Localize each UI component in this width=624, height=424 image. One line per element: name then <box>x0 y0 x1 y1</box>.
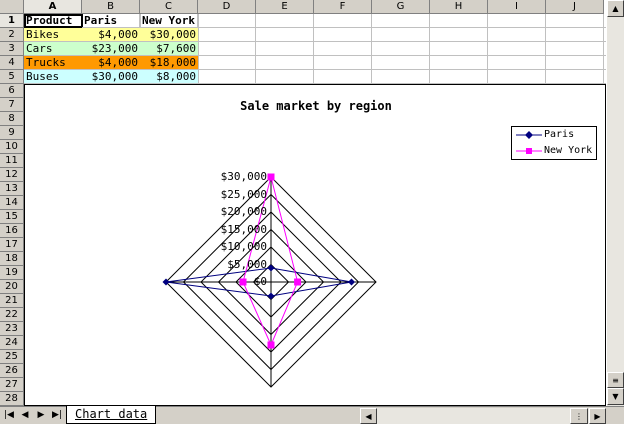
new-york-value-cell[interactable]: $8,000 <box>140 70 199 84</box>
last-sheet-button[interactable]: ▶| <box>52 410 62 420</box>
header-cell-product[interactable]: Product <box>24 14 83 28</box>
column-header-f[interactable]: F <box>314 0 372 14</box>
row-header-4[interactable]: 4 <box>0 56 24 70</box>
column-header-h[interactable]: H <box>430 0 488 14</box>
row-header-15[interactable]: 15 <box>0 210 24 224</box>
axis-tick-label: $20,000 <box>220 205 267 218</box>
axis-tick-label: $5,000 <box>227 257 267 271</box>
select-all-corner[interactable] <box>0 0 24 14</box>
data-point-new-york <box>239 278 247 286</box>
legend-item-new-york: New York <box>512 144 596 159</box>
product-cell[interactable]: Trucks <box>24 56 83 70</box>
row-header-25[interactable]: 25 <box>0 350 24 364</box>
sheet-tab-bar: |◀ ◀ ▶ ▶| Chart data ◀ ⋮ ▶ <box>0 406 624 424</box>
axis-tick-label: $0 <box>253 275 267 288</box>
row-header-16[interactable]: 16 <box>0 224 24 238</box>
first-sheet-button[interactable]: |◀ <box>4 410 14 420</box>
data-point-new-york <box>267 173 275 181</box>
paris-value-cell[interactable]: $4,000 <box>82 28 141 42</box>
column-header-j[interactable]: J <box>546 0 604 14</box>
radar-chart[interactable]: Sale market by region $0 $5,000 $10,000 $15… <box>24 84 606 406</box>
hscroll-thumb[interactable]: ⋮ <box>570 408 588 424</box>
row-header-3[interactable]: 3 <box>0 42 24 56</box>
row-header-8[interactable]: 8 <box>0 112 24 126</box>
scroll-right-button[interactable]: ▶ <box>589 408 606 424</box>
paris-value-cell[interactable]: $23,000 <box>82 42 141 56</box>
row-header-7[interactable]: 7 <box>0 98 24 112</box>
radar-plot <box>162 173 377 388</box>
paris-value-cell[interactable]: $30,000 <box>82 70 141 84</box>
legend-label-paris: Paris <box>544 129 575 140</box>
column-header-e[interactable]: E <box>256 0 314 14</box>
header-cell-paris[interactable]: Paris <box>82 14 141 28</box>
row-header-22[interactable]: 22 <box>0 308 24 322</box>
header-cell-new-york[interactable]: New York <box>140 14 199 28</box>
row-header-24[interactable]: 24 <box>0 336 24 350</box>
row-header-19[interactable]: 19 <box>0 266 24 280</box>
next-sheet-button[interactable]: ▶ <box>37 410 45 420</box>
axis-tick-label: $15,000 <box>220 222 267 236</box>
chart-title: Sale market by region <box>240 99 392 113</box>
row-header-27[interactable]: 27 <box>0 378 24 392</box>
legend-label-new-york: New York <box>544 145 593 156</box>
row-header-5[interactable]: 5 <box>0 70 24 84</box>
legend-marker-paris <box>516 131 542 139</box>
axis-tick-label: $25,000 <box>220 187 267 201</box>
row-header-13[interactable]: 13 <box>0 182 24 196</box>
product-cell[interactable]: Bikes <box>24 28 83 42</box>
scroll-left-button[interactable]: ◀ <box>360 408 377 424</box>
row-header-21[interactable]: 21 <box>0 294 24 308</box>
column-header-d[interactable]: D <box>198 0 256 14</box>
column-header-c[interactable]: C <box>140 0 198 14</box>
row-header-26[interactable]: 26 <box>0 364 24 378</box>
prev-sheet-button[interactable]: ◀ <box>21 410 29 420</box>
product-cell[interactable]: Buses <box>24 70 83 84</box>
vertical-scrollbar[interactable]: ▲ ≡ ▼ <box>606 0 624 406</box>
data-point-paris <box>162 278 170 286</box>
column-header-b[interactable]: B <box>82 0 140 14</box>
row-header-14[interactable]: 14 <box>0 196 24 210</box>
row-header-28[interactable]: 28 <box>0 392 24 406</box>
horizontal-scrollbar[interactable]: ◀ ⋮ ▶ <box>360 408 606 424</box>
data-point-new-york <box>267 341 275 349</box>
row-header-23[interactable]: 23 <box>0 322 24 336</box>
new-york-value-cell[interactable]: $18,000 <box>140 56 199 70</box>
data-point-paris <box>267 292 275 300</box>
chart-legend[interactable]: Paris New York <box>511 126 597 160</box>
scroll-down-button[interactable]: ▼ <box>607 388 624 405</box>
data-point-new-york <box>294 278 302 286</box>
row-header-9[interactable]: 9 <box>0 126 24 140</box>
column-header-a[interactable]: A <box>24 0 82 14</box>
row-header-17[interactable]: 17 <box>0 238 24 252</box>
row-header-10[interactable]: 10 <box>0 140 24 154</box>
new-york-value-cell[interactable]: $30,000 <box>140 28 199 42</box>
column-header-i[interactable]: I <box>488 0 546 14</box>
axis-tick-label: $30,000 <box>220 170 267 183</box>
legend-marker-new-york <box>516 148 542 154</box>
row-header-12[interactable]: 12 <box>0 168 24 182</box>
row-header-18[interactable]: 18 <box>0 252 24 266</box>
column-header-g[interactable]: G <box>372 0 430 14</box>
paris-value-cell[interactable]: $4,000 <box>82 56 141 70</box>
sheet-tab-chart-data[interactable]: Chart data <box>66 406 157 424</box>
new-york-value-cell[interactable]: $7,600 <box>140 42 199 56</box>
product-cell[interactable]: Cars <box>24 42 83 56</box>
row-header-6[interactable]: 6 <box>0 84 24 98</box>
scroll-thumb[interactable]: ≡ <box>607 372 624 388</box>
row-header-2[interactable]: 2 <box>0 28 24 42</box>
row-header-20[interactable]: 20 <box>0 280 24 294</box>
row-header-1[interactable]: 1 <box>0 14 24 28</box>
data-point-paris <box>348 278 355 286</box>
scroll-up-button[interactable]: ▲ <box>607 0 624 17</box>
data-point-paris <box>267 264 275 272</box>
row-header-11[interactable]: 11 <box>0 154 24 168</box>
axis-tick-label: $10,000 <box>220 240 267 253</box>
legend-item-paris: Paris <box>512 128 596 143</box>
